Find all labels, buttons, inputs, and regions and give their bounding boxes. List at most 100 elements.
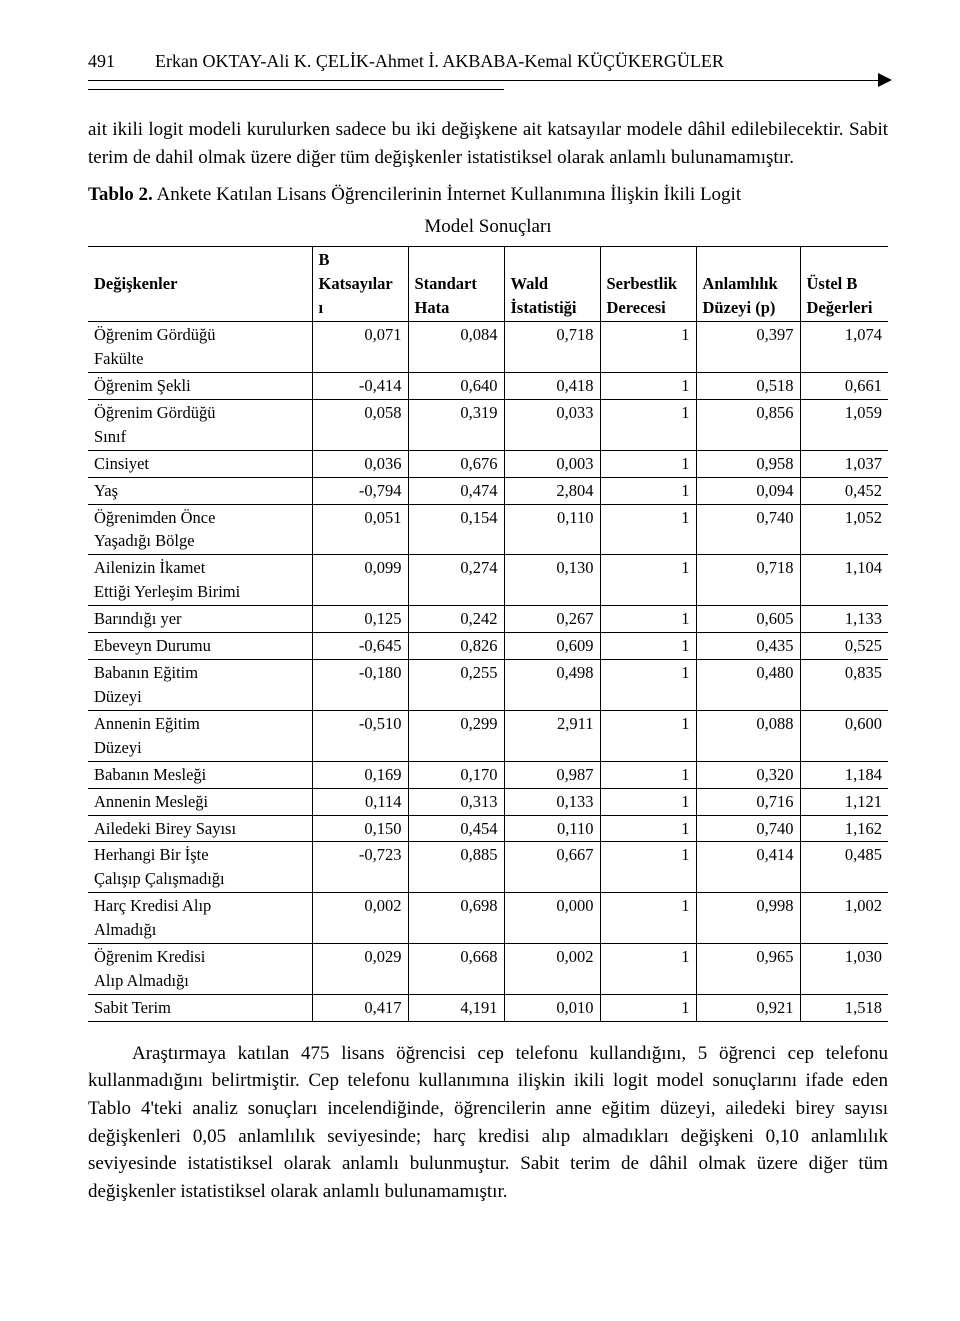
col-header-df: Serbestlik Derecesi — [600, 247, 696, 322]
cell-b: -0,645 — [312, 633, 408, 660]
cell-df: 1 — [600, 322, 696, 373]
cell-p: 0,088 — [696, 710, 800, 761]
cell-wald: 0,033 — [504, 399, 600, 450]
cell-variable: Öğrenim GördüğüFakülte — [88, 322, 312, 373]
table-row: Ailenizin İkametEttiği Yerleşim Birimi0,… — [88, 555, 888, 606]
cell-expb: 0,661 — [800, 372, 888, 399]
cell-df: 1 — [600, 710, 696, 761]
table-row: Harç Kredisi AlıpAlmadığı0,0020,6980,000… — [88, 893, 888, 944]
cell-wald: 2,911 — [504, 710, 600, 761]
cell-variable: Babanın EğitimDüzeyi — [88, 660, 312, 711]
cell-expb: 0,452 — [800, 477, 888, 504]
cell-expb: 0,835 — [800, 660, 888, 711]
cell-df: 1 — [600, 842, 696, 893]
cell-se: 0,274 — [408, 555, 504, 606]
cell-p: 0,094 — [696, 477, 800, 504]
cell-se: 0,454 — [408, 815, 504, 842]
cell-b: 0,051 — [312, 504, 408, 555]
table-row: Öğrenim Şekli-0,4140,6400,41810,5180,661 — [88, 372, 888, 399]
cell-variable: Annenin Mesleği — [88, 788, 312, 815]
cell-expb: 1,037 — [800, 450, 888, 477]
table-row: Öğrenim KredisiAlıp Almadığı0,0290,6680,… — [88, 944, 888, 995]
cell-expb: 1,162 — [800, 815, 888, 842]
cell-p: 0,921 — [696, 995, 800, 1022]
cell-p: 0,965 — [696, 944, 800, 995]
cell-variable: Öğrenim Şekli — [88, 372, 312, 399]
cell-df: 1 — [600, 761, 696, 788]
table-row: Cinsiyet0,0360,6760,00310,9581,037 — [88, 450, 888, 477]
page-container: 491 Erkan OKTAY-Ali K. ÇELİK-Ahmet İ. AK… — [0, 0, 960, 1275]
table-caption: Tablo 2. Ankete Katılan Lisans Öğrencile… — [88, 181, 888, 209]
table-row: Babanın Mesleği0,1690,1700,98710,3201,18… — [88, 761, 888, 788]
table-row: Barındığı yer0,1250,2420,26710,6051,133 — [88, 606, 888, 633]
cell-se: 0,242 — [408, 606, 504, 633]
cell-variable: Ebeveyn Durumu — [88, 633, 312, 660]
cell-expb: 1,074 — [800, 322, 888, 373]
cell-wald: 0,110 — [504, 504, 600, 555]
cell-b: 0,150 — [312, 815, 408, 842]
cell-expb: 1,002 — [800, 893, 888, 944]
cell-expb: 1,059 — [800, 399, 888, 450]
cell-p: 0,998 — [696, 893, 800, 944]
cell-wald: 0,010 — [504, 995, 600, 1022]
cell-variable: Annenin EğitimDüzeyi — [88, 710, 312, 761]
cell-p: 0,480 — [696, 660, 800, 711]
cell-variable: Barındığı yer — [88, 606, 312, 633]
cell-wald: 0,000 — [504, 893, 600, 944]
cell-se: 0,084 — [408, 322, 504, 373]
cell-variable: Cinsiyet — [88, 450, 312, 477]
authors-line: Erkan OKTAY-Ali K. ÇELİK-Ahmet İ. AKBABA… — [155, 48, 724, 74]
cell-b: 0,125 — [312, 606, 408, 633]
cell-variable: Herhangi Bir İşteÇalışıp Çalışmadığı — [88, 842, 312, 893]
col-header-p: Anlamlılık Düzeyi (p) — [696, 247, 800, 322]
cell-expb: 0,485 — [800, 842, 888, 893]
cell-variable: Ailedeki Birey Sayısı — [88, 815, 312, 842]
cell-variable: Öğrenimden ÖnceYaşadığı Bölge — [88, 504, 312, 555]
cell-df: 1 — [600, 788, 696, 815]
cell-df: 1 — [600, 893, 696, 944]
cell-wald: 0,987 — [504, 761, 600, 788]
cell-variable: Sabit Terim — [88, 995, 312, 1022]
cell-b: 0,417 — [312, 995, 408, 1022]
header-rule-bottom — [88, 89, 504, 90]
cell-b: 0,071 — [312, 322, 408, 373]
table-row: Ebeveyn Durumu-0,6450,8260,60910,4350,52… — [88, 633, 888, 660]
cell-expb: 0,600 — [800, 710, 888, 761]
cell-expb: 1,030 — [800, 944, 888, 995]
col-header-variable: Değişkenler — [88, 247, 312, 322]
cell-se: 0,676 — [408, 450, 504, 477]
cell-b: -0,414 — [312, 372, 408, 399]
table-caption-label: Tablo 2. — [88, 184, 153, 205]
cell-wald: 0,002 — [504, 944, 600, 995]
header-rules — [88, 80, 888, 98]
cell-b: -0,794 — [312, 477, 408, 504]
cell-wald: 0,110 — [504, 815, 600, 842]
cell-df: 1 — [600, 504, 696, 555]
col-header-se: Standart Hata — [408, 247, 504, 322]
cell-p: 0,718 — [696, 555, 800, 606]
cell-b: -0,180 — [312, 660, 408, 711]
cell-p: 0,740 — [696, 504, 800, 555]
cell-p: 0,518 — [696, 372, 800, 399]
cell-se: 0,255 — [408, 660, 504, 711]
cell-p: 0,320 — [696, 761, 800, 788]
cell-wald: 0,267 — [504, 606, 600, 633]
cell-variable: Harç Kredisi AlıpAlmadığı — [88, 893, 312, 944]
cell-se: 0,698 — [408, 893, 504, 944]
cell-p: 0,414 — [696, 842, 800, 893]
cell-se: 0,640 — [408, 372, 504, 399]
cell-expb: 0,525 — [800, 633, 888, 660]
cell-expb: 1,121 — [800, 788, 888, 815]
cell-b: 0,029 — [312, 944, 408, 995]
cell-variable: Öğrenim GördüğüSınıf — [88, 399, 312, 450]
cell-wald: 2,804 — [504, 477, 600, 504]
cell-df: 1 — [600, 660, 696, 711]
cell-df: 1 — [600, 606, 696, 633]
cell-se: 0,170 — [408, 761, 504, 788]
cell-b: 0,114 — [312, 788, 408, 815]
cell-p: 0,435 — [696, 633, 800, 660]
cell-b: -0,510 — [312, 710, 408, 761]
cell-wald: 0,498 — [504, 660, 600, 711]
page-number: 491 — [88, 48, 115, 74]
table-caption-text-1: Ankete Katılan Lisans Öğrencilerinin İnt… — [153, 184, 741, 205]
